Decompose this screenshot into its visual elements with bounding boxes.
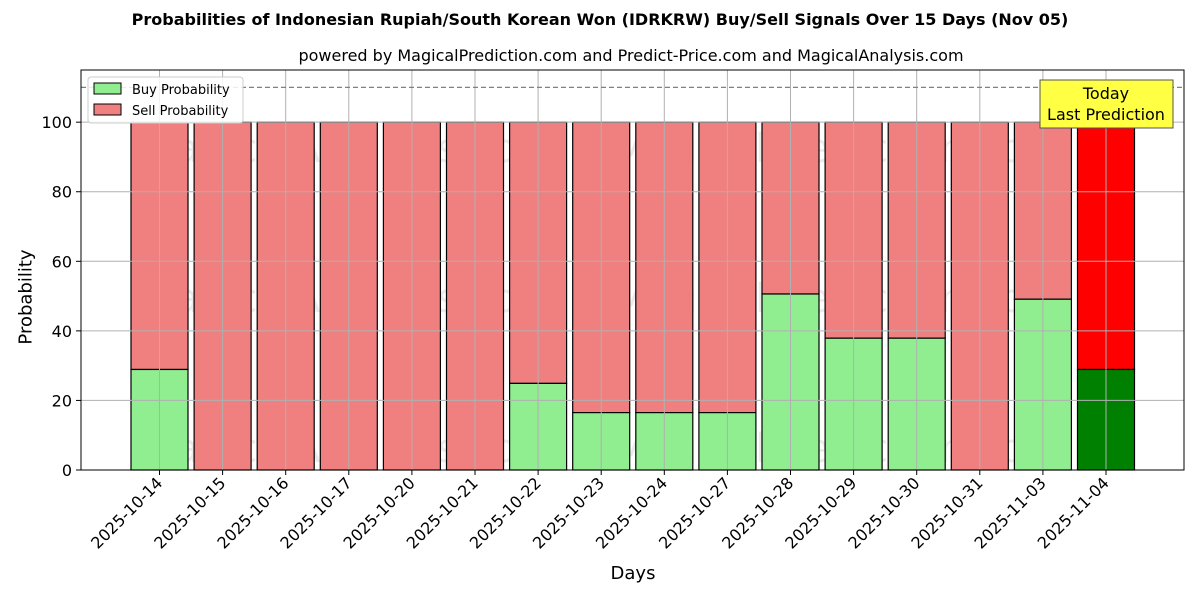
legend-sell-label: Sell Probability <box>132 104 229 119</box>
y-tick-label: 100 <box>41 113 72 132</box>
y-tick-label: 20 <box>52 391 72 410</box>
x-axis-label: Days <box>610 563 656 584</box>
axes-frame <box>80 69 1185 471</box>
chart-title: Probabilities of Indonesian Rupiah/South… <box>131 10 1069 29</box>
today-annotation <box>1039 79 1174 129</box>
annotation-line1: Today <box>1082 84 1129 103</box>
y-tick-label: 40 <box>52 322 72 341</box>
legend-buy-label: Buy Probability <box>132 83 230 98</box>
legend-buy-swatch <box>93 82 122 95</box>
legend-sell-swatch <box>93 103 122 116</box>
y-tick-label: 80 <box>52 183 72 202</box>
y-axis-label: Probability <box>15 249 37 345</box>
chart-subtitle: powered by MagicalPrediction.com and Pre… <box>298 46 964 65</box>
y-tick-label: 60 <box>52 252 72 271</box>
legend <box>87 76 244 124</box>
annotation-line2: Last Prediction <box>1047 105 1165 124</box>
y-tick-label: 0 <box>62 461 72 480</box>
